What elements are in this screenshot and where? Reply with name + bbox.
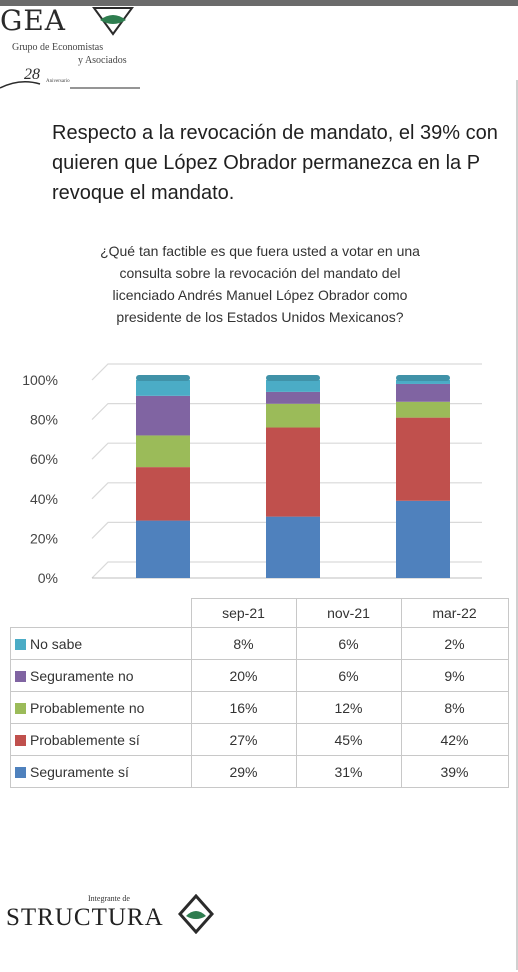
legend-swatch-seguramente-si	[15, 766, 26, 778]
intro-line-3: revoque el mandato.	[52, 182, 235, 204]
bar-segment	[396, 401, 450, 418]
table-header-row: sep-21 nov-21 mar-22	[10, 598, 509, 628]
bar-segment	[266, 403, 320, 428]
row-label-text: Probablemente sí	[30, 731, 140, 748]
row-label-text: Probablemente no	[30, 699, 145, 716]
chart-title-line-3: licenciado Andrés Manuel López Obrador c…	[112, 287, 408, 303]
data-table: sep-21 nov-21 mar-22 No sabe 8% 6% 2% Se…	[10, 598, 509, 788]
intro-paragraph: Respecto a la revocación de mandato, el …	[52, 118, 518, 208]
row-label-text: Seguramente sí	[30, 763, 129, 780]
table-cell: 45%	[295, 723, 402, 756]
bar-stack	[396, 375, 450, 578]
bar-segment	[396, 417, 450, 501]
row-label: Seguramente no	[10, 659, 192, 692]
row-label: Seguramente sí	[10, 755, 192, 788]
y-tick-label: 100%	[22, 372, 58, 388]
row-label: Probablemente sí	[10, 723, 192, 756]
gridline	[91, 403, 482, 421]
gea-diamond-icon	[92, 7, 134, 36]
chart-title-line-4: presidente de los Estados Unidos Mexican…	[116, 309, 404, 325]
table-cell: 12%	[295, 691, 402, 724]
stacked-bar-chart: 0% 20% 40% 60% 80% 100%	[22, 363, 482, 586]
chart-title-line-2: consulta sobre la revocación del mandato…	[119, 265, 401, 281]
intro-line-1: Respecto a la revocación de mandato, el …	[52, 122, 498, 144]
table-corner-cell	[10, 598, 192, 628]
bar-segment	[266, 380, 320, 392]
bar-segment	[266, 427, 320, 517]
bar-stack	[266, 375, 320, 578]
gea-logo-subtitle-2: y Asociados	[78, 55, 127, 66]
structura-diamond-icon	[178, 894, 214, 934]
table-cell: 8%	[190, 627, 297, 660]
chart-title-line-1: ¿Qué tan factible es que fuera usted a v…	[100, 243, 420, 259]
bar-segment	[136, 395, 190, 436]
table-cell: 39%	[400, 755, 509, 788]
row-label: Probablemente no	[10, 691, 192, 724]
gridline	[91, 561, 482, 579]
chart-title: ¿Qué tan factible es que fuera usted a v…	[40, 240, 480, 328]
table-cell: 27%	[190, 723, 297, 756]
structura-small-text: Integrante de	[88, 894, 130, 903]
table-cell: 29%	[190, 755, 297, 788]
legend-swatch-probablemente-si	[15, 734, 26, 746]
top-border	[0, 0, 518, 6]
bar-stack	[136, 375, 190, 578]
table-row: Seguramente sí 29% 31% 39%	[10, 755, 509, 788]
table-col-header: mar-22	[400, 598, 509, 628]
bar-segment	[396, 383, 450, 402]
table-row: No sabe 8% 6% 2%	[10, 627, 509, 660]
structura-brand-text: STRUCTURA	[6, 904, 164, 931]
table-cell: 2%	[400, 627, 509, 660]
intro-line-2: quieren que López Obrador permanezca en …	[52, 152, 481, 174]
legend-swatch-no-sabe	[15, 638, 26, 650]
bar-segment	[136, 520, 190, 578]
gea-logo-subtitle-1: Grupo de Economistas	[12, 42, 104, 53]
table-cell: 6%	[295, 659, 402, 692]
table-cell: 6%	[295, 627, 402, 660]
y-tick-label: 60%	[30, 451, 58, 467]
table-cell: 42%	[400, 723, 509, 756]
bar-segment	[136, 467, 190, 521]
gea-logo-text: GEA	[0, 4, 67, 37]
anniversary-word: Aniversario	[46, 79, 70, 84]
legend-swatch-probablemente-no	[15, 702, 26, 714]
bar-top-cap	[396, 375, 450, 381]
grid-lines	[91, 363, 482, 579]
table-cell: 9%	[400, 659, 509, 692]
y-tick-label: 80%	[30, 412, 58, 428]
table-row: Probablemente sí 27% 45% 42%	[10, 723, 509, 756]
table-cell: 20%	[190, 659, 297, 692]
table-row: Seguramente no 20% 6% 9%	[10, 659, 509, 692]
gridline	[91, 521, 482, 539]
right-edge-line	[516, 80, 518, 970]
bar-segment	[136, 380, 190, 396]
bar-segment	[396, 380, 450, 384]
table-cell: 16%	[190, 691, 297, 724]
bar-top-cap	[136, 375, 190, 381]
bar-top-cap	[266, 375, 320, 381]
table-col-header: nov-21	[295, 598, 402, 628]
y-tick-label: 0%	[38, 570, 58, 586]
row-label: No sabe	[10, 627, 192, 660]
table-cell: 31%	[295, 755, 402, 788]
gea-swoosh-icon	[0, 81, 140, 89]
row-label-text: Seguramente no	[30, 667, 134, 684]
gridline	[91, 363, 482, 381]
bar-segment	[136, 435, 190, 468]
anniversary-number: 28	[24, 66, 40, 83]
bar-segment	[266, 391, 320, 404]
table-cell: 8%	[400, 691, 509, 724]
gridline	[91, 482, 482, 500]
bar-segment	[266, 516, 320, 578]
y-tick-label: 40%	[30, 491, 58, 507]
bar-segment	[396, 500, 450, 578]
legend-swatch-seguramente-no	[15, 670, 26, 682]
row-label-text: No sabe	[30, 635, 83, 652]
gridline	[91, 442, 482, 460]
table-col-header: sep-21	[190, 598, 297, 628]
table-row: Probablemente no 16% 12% 8%	[10, 691, 509, 724]
y-tick-label: 20%	[30, 530, 58, 546]
